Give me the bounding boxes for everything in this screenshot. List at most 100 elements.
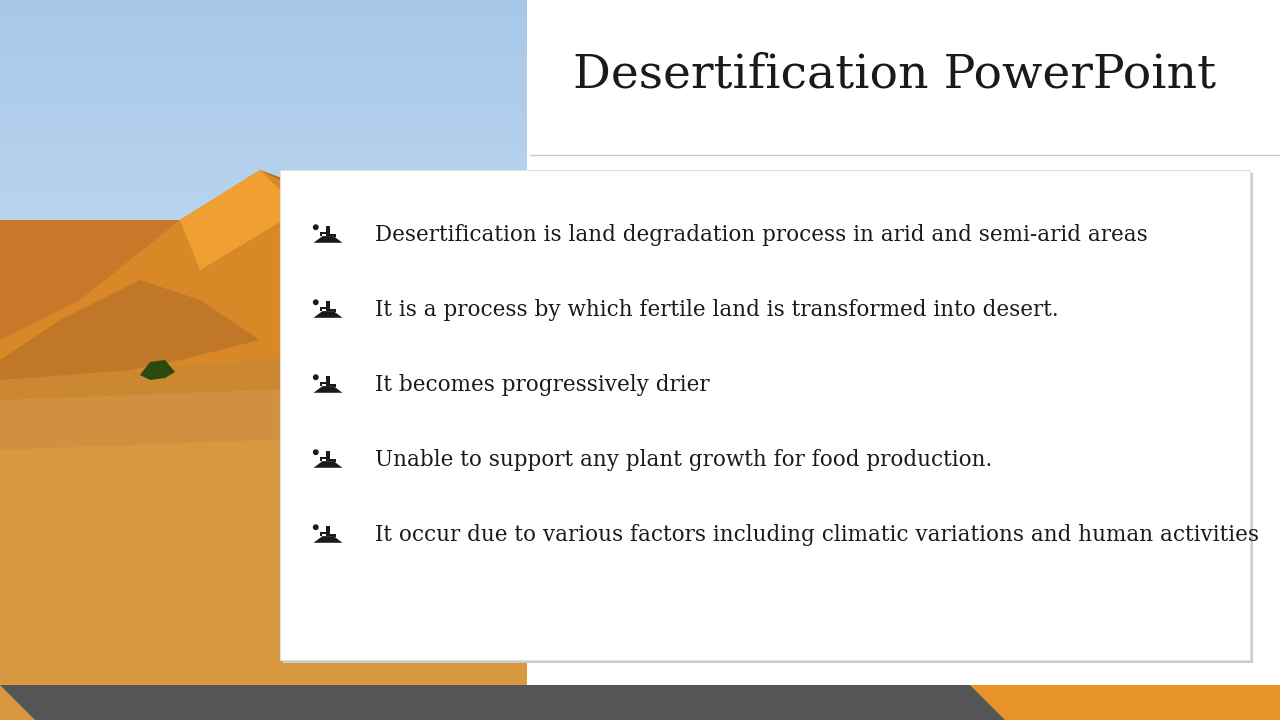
FancyBboxPatch shape [334,309,335,312]
FancyBboxPatch shape [320,232,323,236]
Circle shape [314,300,317,305]
Polygon shape [140,360,175,380]
Polygon shape [0,103,527,107]
Polygon shape [0,30,527,33]
FancyBboxPatch shape [334,534,335,537]
Polygon shape [0,140,527,143]
Polygon shape [0,143,527,147]
Polygon shape [0,26,527,30]
Polygon shape [0,220,527,420]
Circle shape [314,225,317,230]
Polygon shape [0,125,527,128]
Text: It becomes progressively drier: It becomes progressively drier [375,374,709,396]
Polygon shape [0,110,527,114]
FancyBboxPatch shape [330,534,335,536]
Polygon shape [970,685,1280,720]
Polygon shape [0,114,527,117]
FancyBboxPatch shape [334,459,335,462]
Polygon shape [0,81,527,84]
Polygon shape [0,55,527,58]
Polygon shape [0,420,280,720]
Polygon shape [0,63,527,66]
Polygon shape [0,4,527,7]
Polygon shape [0,165,527,168]
FancyBboxPatch shape [320,531,323,536]
Polygon shape [0,187,527,191]
Polygon shape [0,685,1044,720]
Text: It occur due to various factors including climatic variations and human activiti: It occur due to various factors includin… [375,524,1260,546]
Polygon shape [0,18,527,22]
Text: Unable to support any plant growth for food production.: Unable to support any plant growth for f… [375,449,992,471]
Polygon shape [0,77,527,81]
Text: Desertification is land degradation process in arid and semi-arid areas: Desertification is land degradation proc… [375,224,1148,246]
FancyBboxPatch shape [280,170,1251,660]
Polygon shape [314,311,343,318]
FancyBboxPatch shape [326,376,330,386]
FancyBboxPatch shape [326,226,330,236]
Polygon shape [0,44,527,48]
FancyBboxPatch shape [320,456,326,459]
Polygon shape [314,386,343,393]
Polygon shape [0,180,527,184]
Polygon shape [0,380,527,720]
FancyBboxPatch shape [330,234,335,236]
FancyBboxPatch shape [330,459,335,461]
FancyBboxPatch shape [330,384,335,386]
FancyBboxPatch shape [283,173,1253,663]
Polygon shape [0,51,527,55]
FancyBboxPatch shape [320,382,323,386]
Polygon shape [0,340,527,720]
FancyBboxPatch shape [326,301,330,311]
Polygon shape [0,194,527,198]
FancyBboxPatch shape [334,234,335,237]
Polygon shape [0,117,527,121]
Polygon shape [0,198,527,202]
Polygon shape [0,158,527,161]
Polygon shape [530,0,1280,720]
Polygon shape [0,147,527,150]
Polygon shape [0,91,527,95]
Polygon shape [0,84,527,88]
Polygon shape [0,48,527,51]
FancyBboxPatch shape [320,531,326,534]
Polygon shape [0,33,527,37]
Polygon shape [314,236,343,243]
Polygon shape [0,216,527,220]
Circle shape [314,375,317,379]
Polygon shape [0,66,527,70]
Polygon shape [0,150,527,154]
Polygon shape [0,170,527,720]
Polygon shape [0,172,527,176]
FancyBboxPatch shape [320,456,323,461]
Polygon shape [314,461,343,468]
Text: Desertification PowerPoint: Desertification PowerPoint [573,53,1216,98]
Polygon shape [0,168,527,172]
Polygon shape [0,95,527,99]
Polygon shape [0,0,527,4]
Polygon shape [0,135,527,140]
Polygon shape [0,430,527,720]
Polygon shape [0,176,527,180]
Polygon shape [0,161,527,165]
Polygon shape [0,37,527,40]
Polygon shape [0,107,527,110]
Polygon shape [0,202,527,205]
Circle shape [314,450,317,454]
Polygon shape [0,70,527,73]
Polygon shape [180,170,300,270]
Polygon shape [0,205,527,209]
FancyBboxPatch shape [326,451,330,461]
FancyBboxPatch shape [320,307,326,309]
Polygon shape [0,14,527,18]
Polygon shape [0,22,527,26]
Polygon shape [0,58,527,63]
Polygon shape [0,191,527,194]
Polygon shape [0,154,527,158]
Polygon shape [0,99,527,103]
Polygon shape [0,121,527,125]
Polygon shape [0,280,260,720]
Polygon shape [0,7,527,11]
Polygon shape [0,88,527,91]
FancyBboxPatch shape [326,526,330,536]
FancyBboxPatch shape [320,307,323,311]
